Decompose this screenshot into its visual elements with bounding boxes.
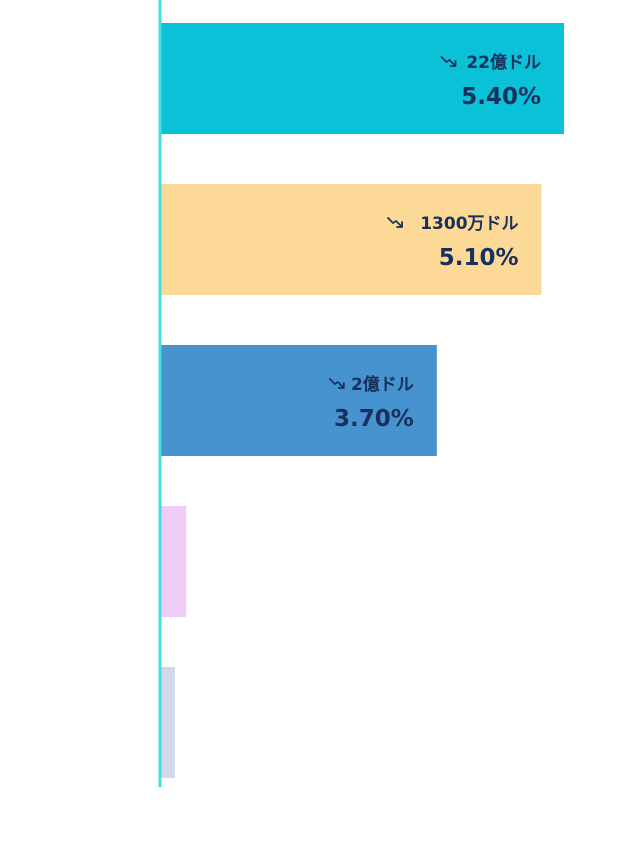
bar-percent-label: 5.10% [439,245,519,271]
bar-amount-label: 22億ドル [466,52,541,73]
bar-amount-label: 1300万ドル [420,214,518,234]
trending-down-icon [328,378,345,389]
bar-percent-label: 3.70% [334,406,414,432]
bar-1 [160,23,564,134]
trending-down-icon [387,217,403,228]
bar-4 [160,506,187,617]
trending-down-icon [440,56,457,67]
bar-5 [160,667,175,778]
bar-3 [160,345,437,456]
bar-group: 22億ドル 5.40% 1300万ドル 5.10% 2億ドル 3.70% [160,23,564,778]
bar-percent-label: 5.40% [461,84,541,110]
bar-2 [160,184,542,295]
bar-amount-label: 2億ドル [351,374,414,395]
